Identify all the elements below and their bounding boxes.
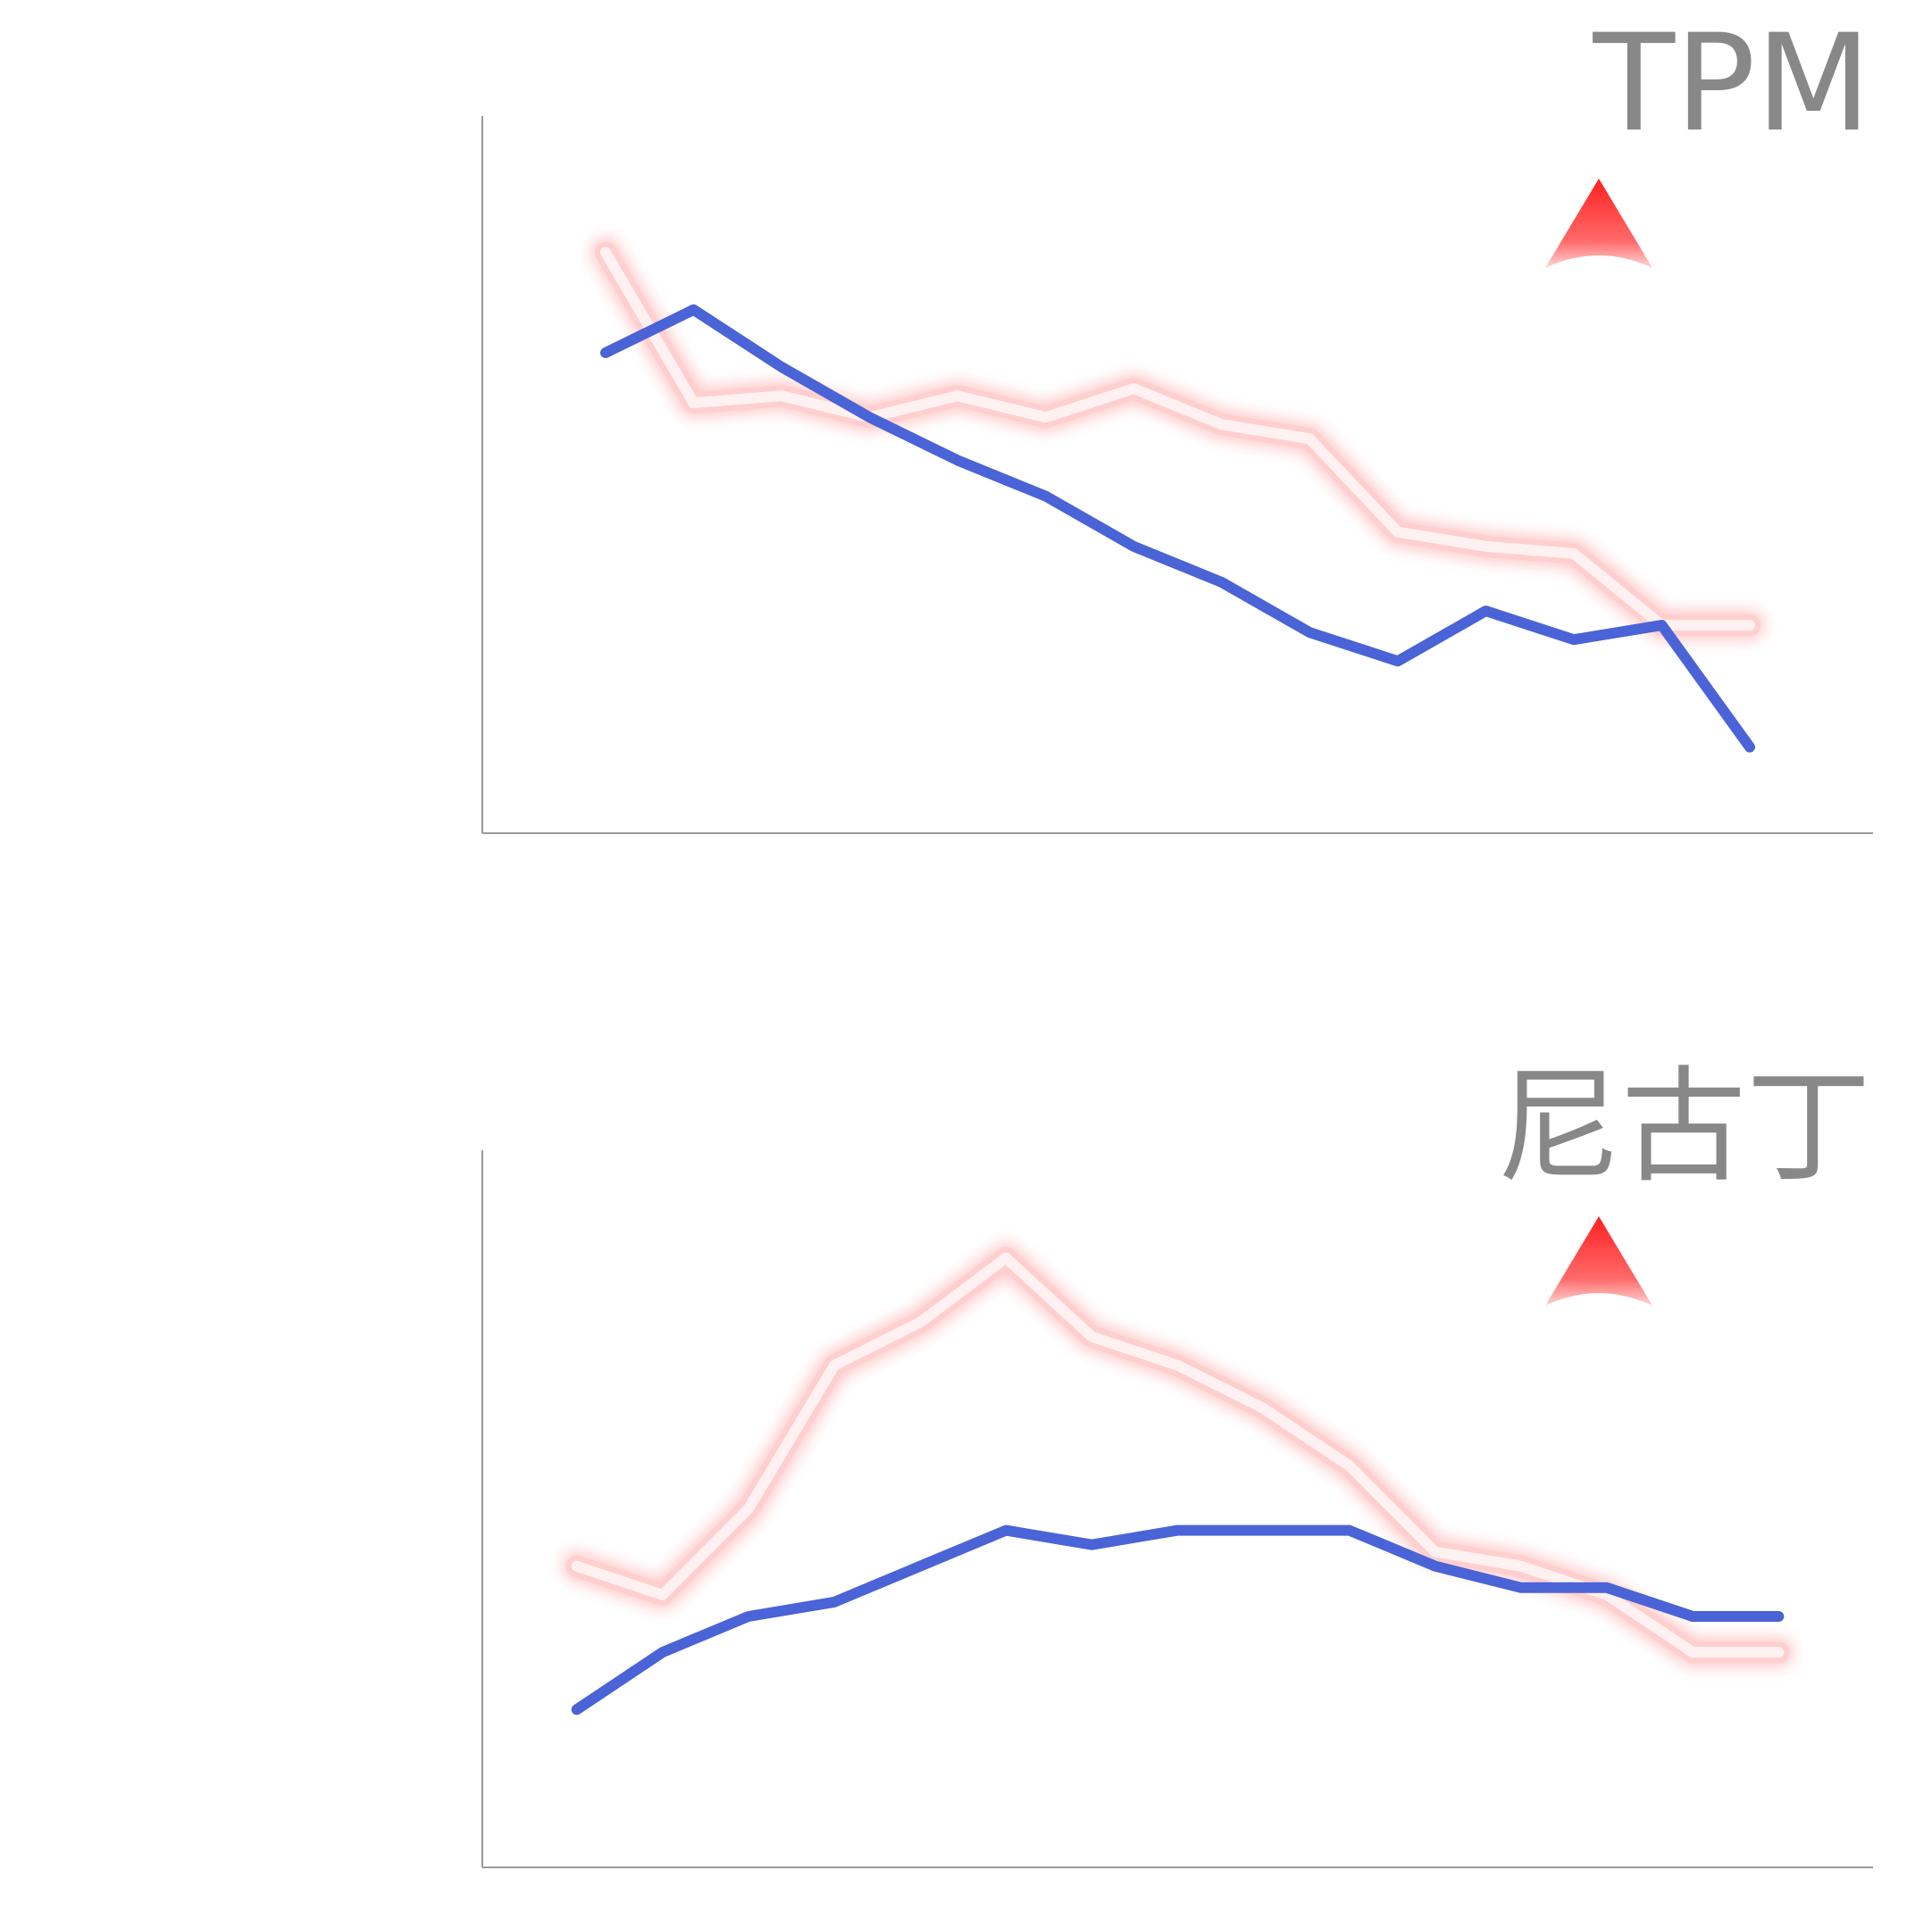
series-group [590,237,1765,753]
chart-panel-nicotine: 尼古丁 [481,1055,1873,1868]
series-group [561,1242,1794,1716]
series-a-line [600,304,1755,753]
trend-up-icon [1545,179,1652,268]
trend-up-icon [1545,1216,1652,1306]
series-a-line [571,1524,1785,1716]
series-b-line [600,246,1755,631]
series-b-line [571,1252,1785,1658]
panel-title: TPM [1593,6,1872,162]
panel-title: 尼古丁 [1496,1055,1871,1200]
chart-panel-tpm: TPM [481,6,1873,834]
